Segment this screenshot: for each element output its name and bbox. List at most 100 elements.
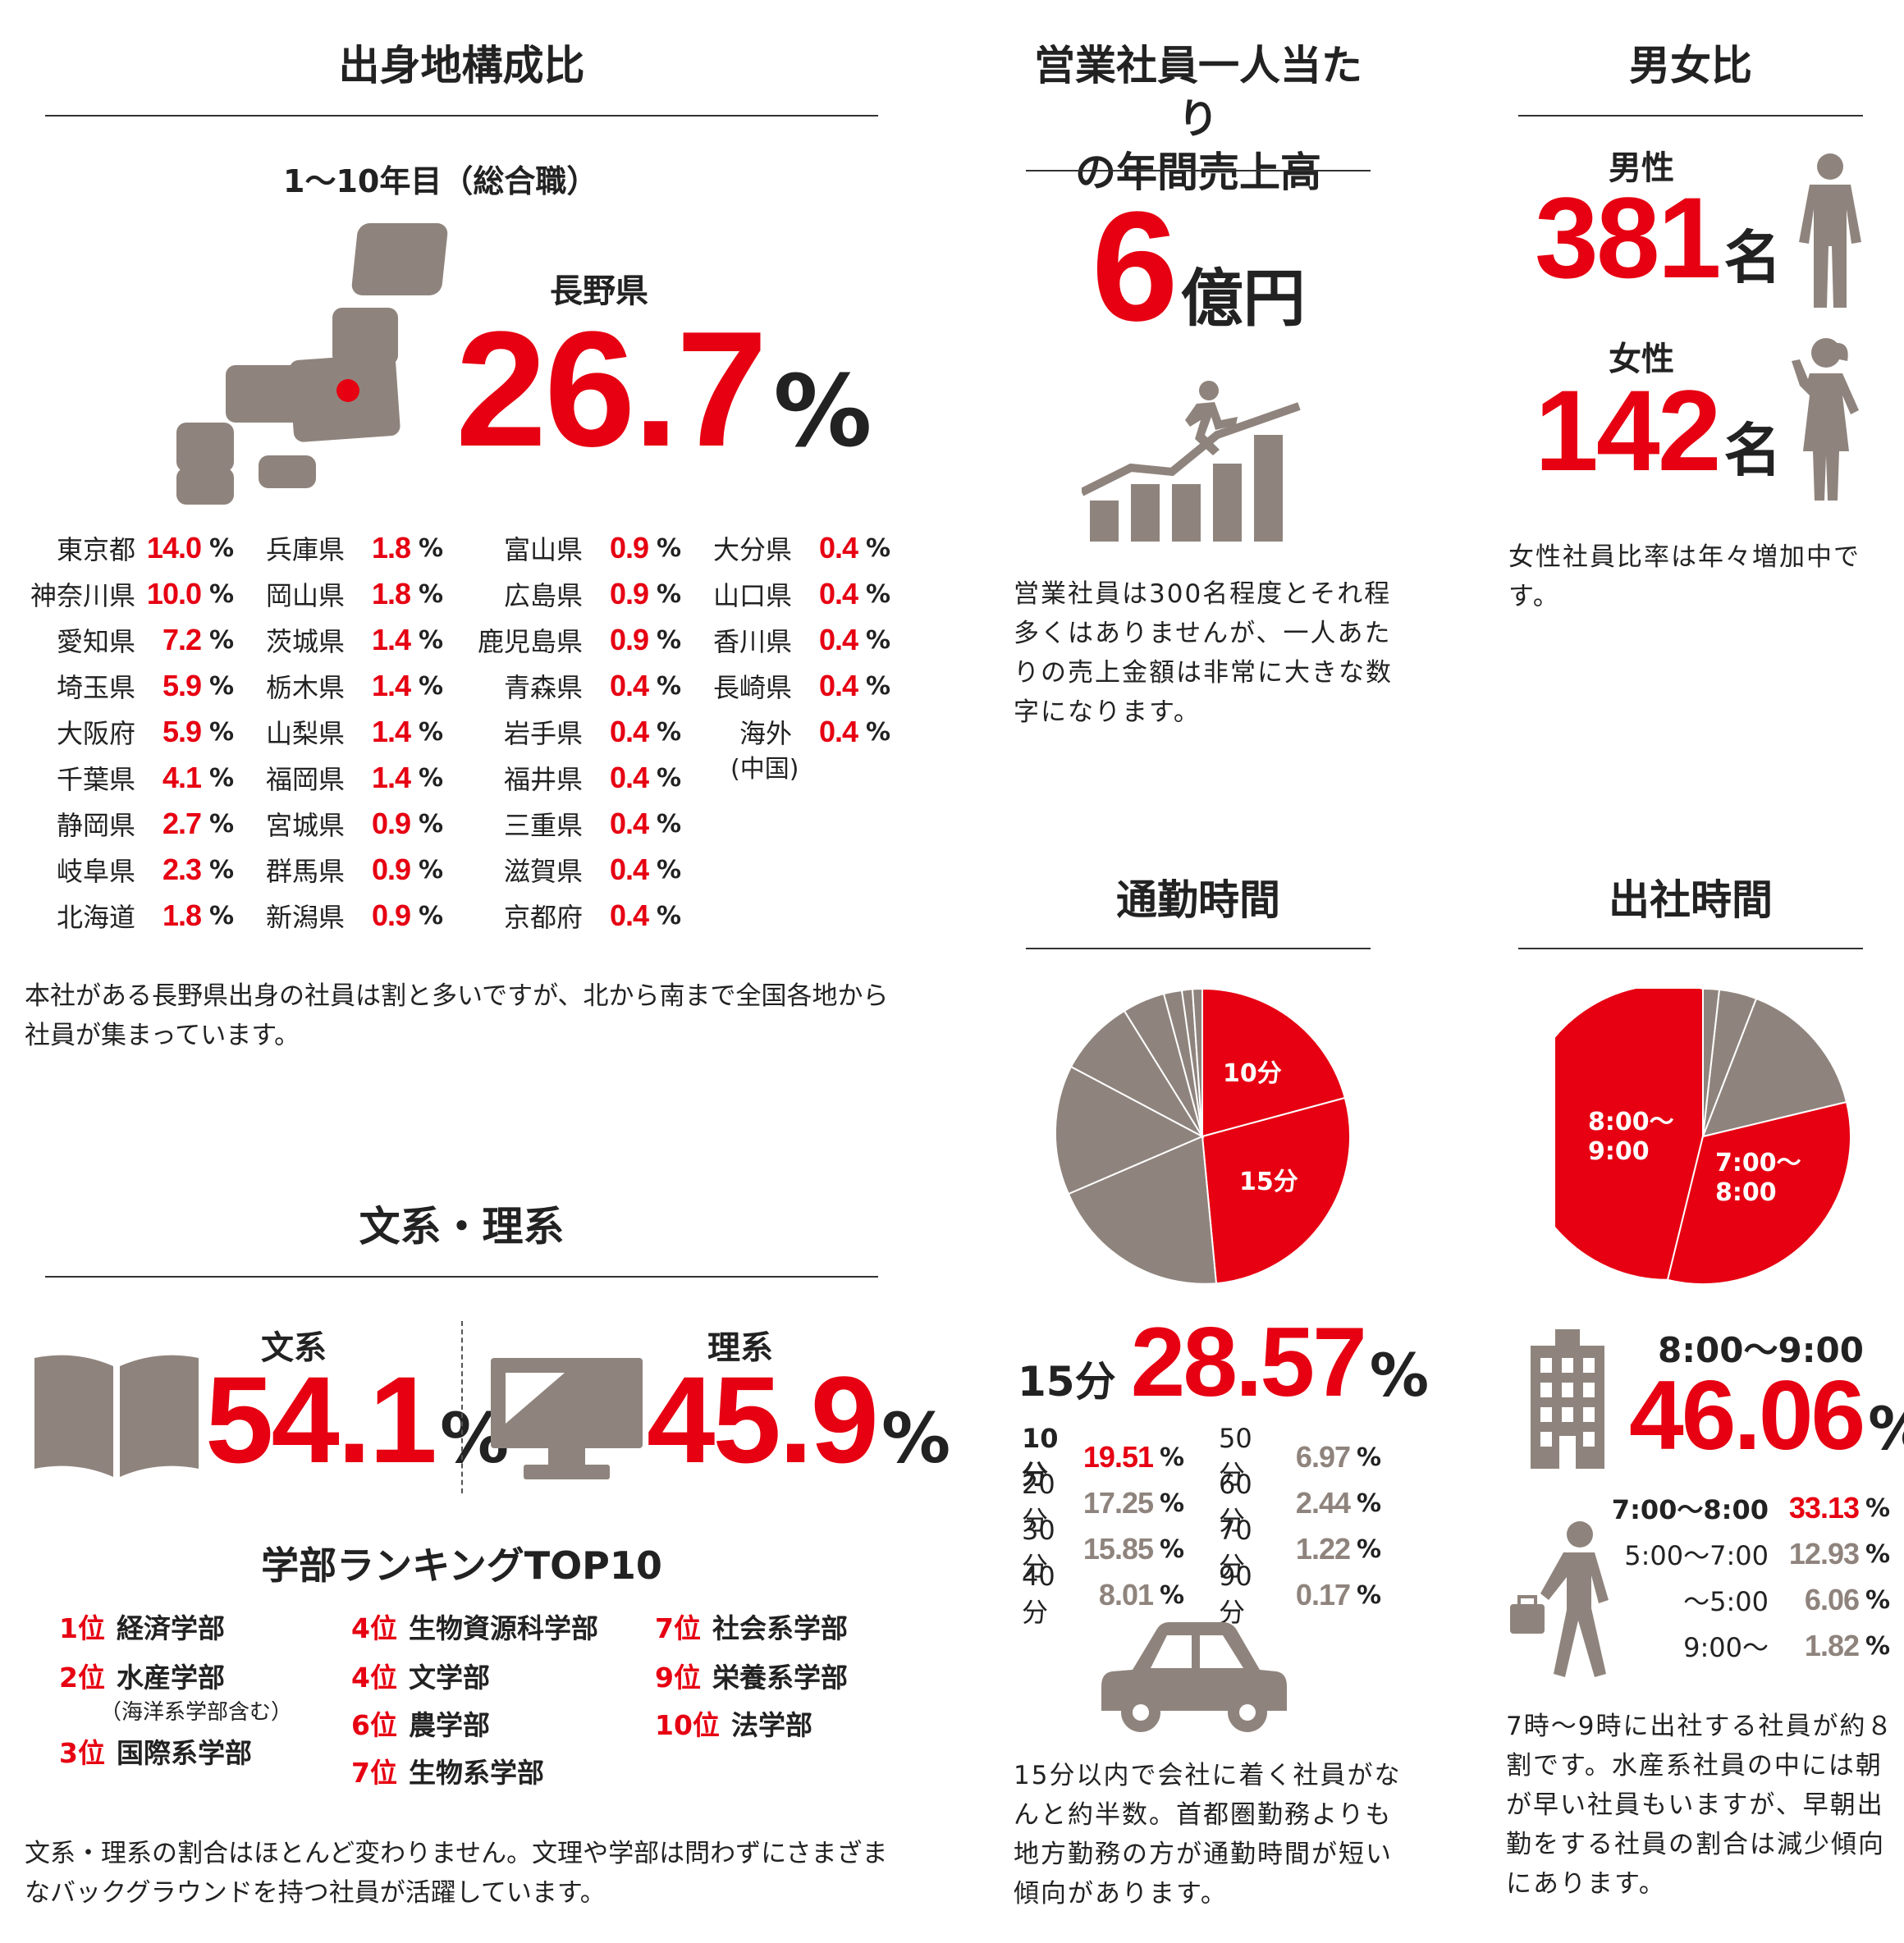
prefecture-percent: 7.2 <box>162 623 202 656</box>
ranking-faculty: 経済学部 <box>116 1612 225 1644</box>
prefecture-percent: 0.4 <box>818 531 858 565</box>
sales-title: 営業社員一人当たり の年間売上高 <box>1034 42 1362 196</box>
humanities-label: 文系 <box>261 1329 327 1367</box>
percent-sign: % <box>866 533 891 563</box>
percent-sign: % <box>419 579 444 609</box>
percent-sign: % <box>1160 1488 1185 1518</box>
percent-sign: % <box>419 625 444 655</box>
commute-stat-row: 60分 2.44% <box>1219 1469 1381 1536</box>
top-prefecture-value: 26.7% <box>455 298 872 481</box>
prefecture-name: 福井県 <box>503 764 583 795</box>
ranking-item: 9位 栄養系学部 <box>655 1656 848 1695</box>
commute-stat-row: 50分 6.97% <box>1219 1423 1381 1490</box>
prefecture-percent: 0.4 <box>609 761 649 794</box>
commute-stat-label: 70分 <box>1219 1515 1252 1582</box>
male-count: 381名 <box>1535 173 1782 302</box>
ranking-item: 4位 生物資源科学部 <box>351 1607 598 1646</box>
commute-stat-label: 30分 <box>1022 1515 1055 1582</box>
percent-sign: % <box>866 671 891 701</box>
prefecture-percent: 1.4 <box>371 761 411 794</box>
prefecture-row: 鹿児島県 0.9% <box>460 617 681 663</box>
percent-sign: % <box>209 809 235 839</box>
prefecture-percent: 4.1 <box>162 761 202 794</box>
ranking-note: （海洋系学部含む） <box>100 1700 293 1725</box>
arrival-pie-chart: 8:00〜 9:00 7:00〜 8:00 <box>1519 983 1851 1285</box>
prefecture-percent: 0.9 <box>609 623 649 656</box>
arrival-stat-label: 〜5:00 <box>1683 1586 1769 1617</box>
arrival-divider <box>1518 948 1863 949</box>
science-value: 45.9 % <box>647 1351 951 1488</box>
prefecture-row: 福井県 0.4% <box>460 755 681 801</box>
origin-title: 出身地構成比 <box>338 42 585 89</box>
prefecture-row: 茨城県 1.4% <box>238 617 443 663</box>
percent-sign: % <box>419 809 444 839</box>
ranking-rank: 7位 <box>655 1612 701 1644</box>
prefecture-name: 岩手県 <box>503 718 583 749</box>
percent-sign: % <box>657 809 682 839</box>
commute-stat-value: 6.97 <box>1295 1440 1351 1474</box>
prefecture-row: 三重県 0.4% <box>460 801 681 847</box>
prefecture-row: 海外 0.4% <box>681 709 890 755</box>
prefecture-row: 岐阜県 2.3% <box>25 847 234 893</box>
prefecture-percent: 0.9 <box>609 531 649 565</box>
prefecture-row: 広島県 0.9% <box>460 571 681 617</box>
prefecture-row: 大阪府 5.9% <box>25 709 234 755</box>
commute-stat-label: 10分 <box>1022 1423 1059 1490</box>
prefecture-row: 埼玉県 5.9% <box>25 663 234 709</box>
percent-sign: % <box>209 855 235 885</box>
ranking-faculty: 生物系学部 <box>408 1757 544 1789</box>
sales-description: 営業社員は300名程度とそれ程 多くはありませんが、一人あた りの売上金額は非常… <box>1014 579 1393 728</box>
arrival-stat-value: 12.93 <box>1788 1537 1860 1570</box>
prefecture-name: 京都府 <box>503 902 583 933</box>
sales-divider <box>1026 170 1371 171</box>
overseas-note: (中国) <box>730 755 799 784</box>
female-figure-icon <box>1785 336 1867 501</box>
prefecture-percent: 0.9 <box>371 898 411 932</box>
prefecture-name: 山梨県 <box>265 718 345 749</box>
commute-stat-label: 90分 <box>1219 1561 1252 1628</box>
science-label: 理系 <box>707 1329 773 1367</box>
ranking-item: 7位 生物系学部 <box>351 1751 544 1790</box>
prefecture-name: 三重県 <box>503 810 583 841</box>
percent-sign: % <box>419 671 444 701</box>
prefecture-row: 栃木県 1.4% <box>238 663 443 709</box>
ranking-item: 3位 国際系学部 <box>59 1731 252 1771</box>
commute-stat-value: 2.44 <box>1295 1486 1351 1520</box>
prefecture-name: 神奈川県 <box>30 580 135 611</box>
percent-sign: % <box>209 763 235 793</box>
ranking-rank: 6位 <box>351 1709 397 1741</box>
prefecture-name: 滋賀県 <box>503 856 583 887</box>
building-icon <box>1522 1329 1613 1469</box>
prefecture-name: 長崎県 <box>712 672 792 703</box>
prefecture-percent: 0.4 <box>609 669 649 702</box>
percent-sign: % <box>657 763 682 793</box>
commute-title: 通勤時間 <box>1116 876 1280 924</box>
nagano-marker <box>336 379 359 402</box>
arrival-highlight: 46.06 % <box>1629 1360 1904 1470</box>
ranking-rank: 9位 <box>655 1662 701 1694</box>
prefecture-percent: 5.9 <box>162 669 202 702</box>
ranking-item: 6位 農学部 <box>351 1703 490 1743</box>
top-prefecture-label: 長野県 <box>550 272 648 310</box>
origin-subtitle: 1〜10年目（総合職） <box>283 163 598 199</box>
ranking-item: 1位 経済学部 <box>59 1607 225 1646</box>
commute-stat-row: 70分 1.22% <box>1219 1515 1381 1582</box>
commute-pie-chart: 10分 15分 <box>1054 987 1351 1285</box>
commute-stat-row: 40分 8.01% <box>1022 1561 1184 1628</box>
arrival-stat-row: 7:00〜8:00 33.13% <box>1609 1485 1890 1531</box>
humanities-value: 54.1 % <box>205 1351 510 1488</box>
prefecture-row: 千葉県 4.1% <box>25 755 234 801</box>
commute-stat-label: 40分 <box>1022 1561 1055 1628</box>
prefecture-row: 富山県 0.9% <box>460 525 681 571</box>
ranking-faculty: 国際系学部 <box>116 1737 252 1769</box>
prefecture-row: 静岡県 2.7% <box>25 801 234 847</box>
prefecture-name: 香川県 <box>712 626 792 657</box>
commute-highlight: 15分 28.57 % <box>1018 1307 1430 1417</box>
prefecture-percent: 0.4 <box>609 898 649 932</box>
prefecture-name: 広島県 <box>503 580 583 611</box>
prefecture-name: 埼玉県 <box>56 672 135 703</box>
ranking-item: 2位 水産学部 （海洋系学部含む） <box>59 1656 292 1726</box>
ranking-title: 学部ランキングTOP10 <box>261 1543 662 1588</box>
male-figure-icon <box>1797 152 1863 308</box>
prefecture-row: 岩手県 0.4% <box>460 709 681 755</box>
